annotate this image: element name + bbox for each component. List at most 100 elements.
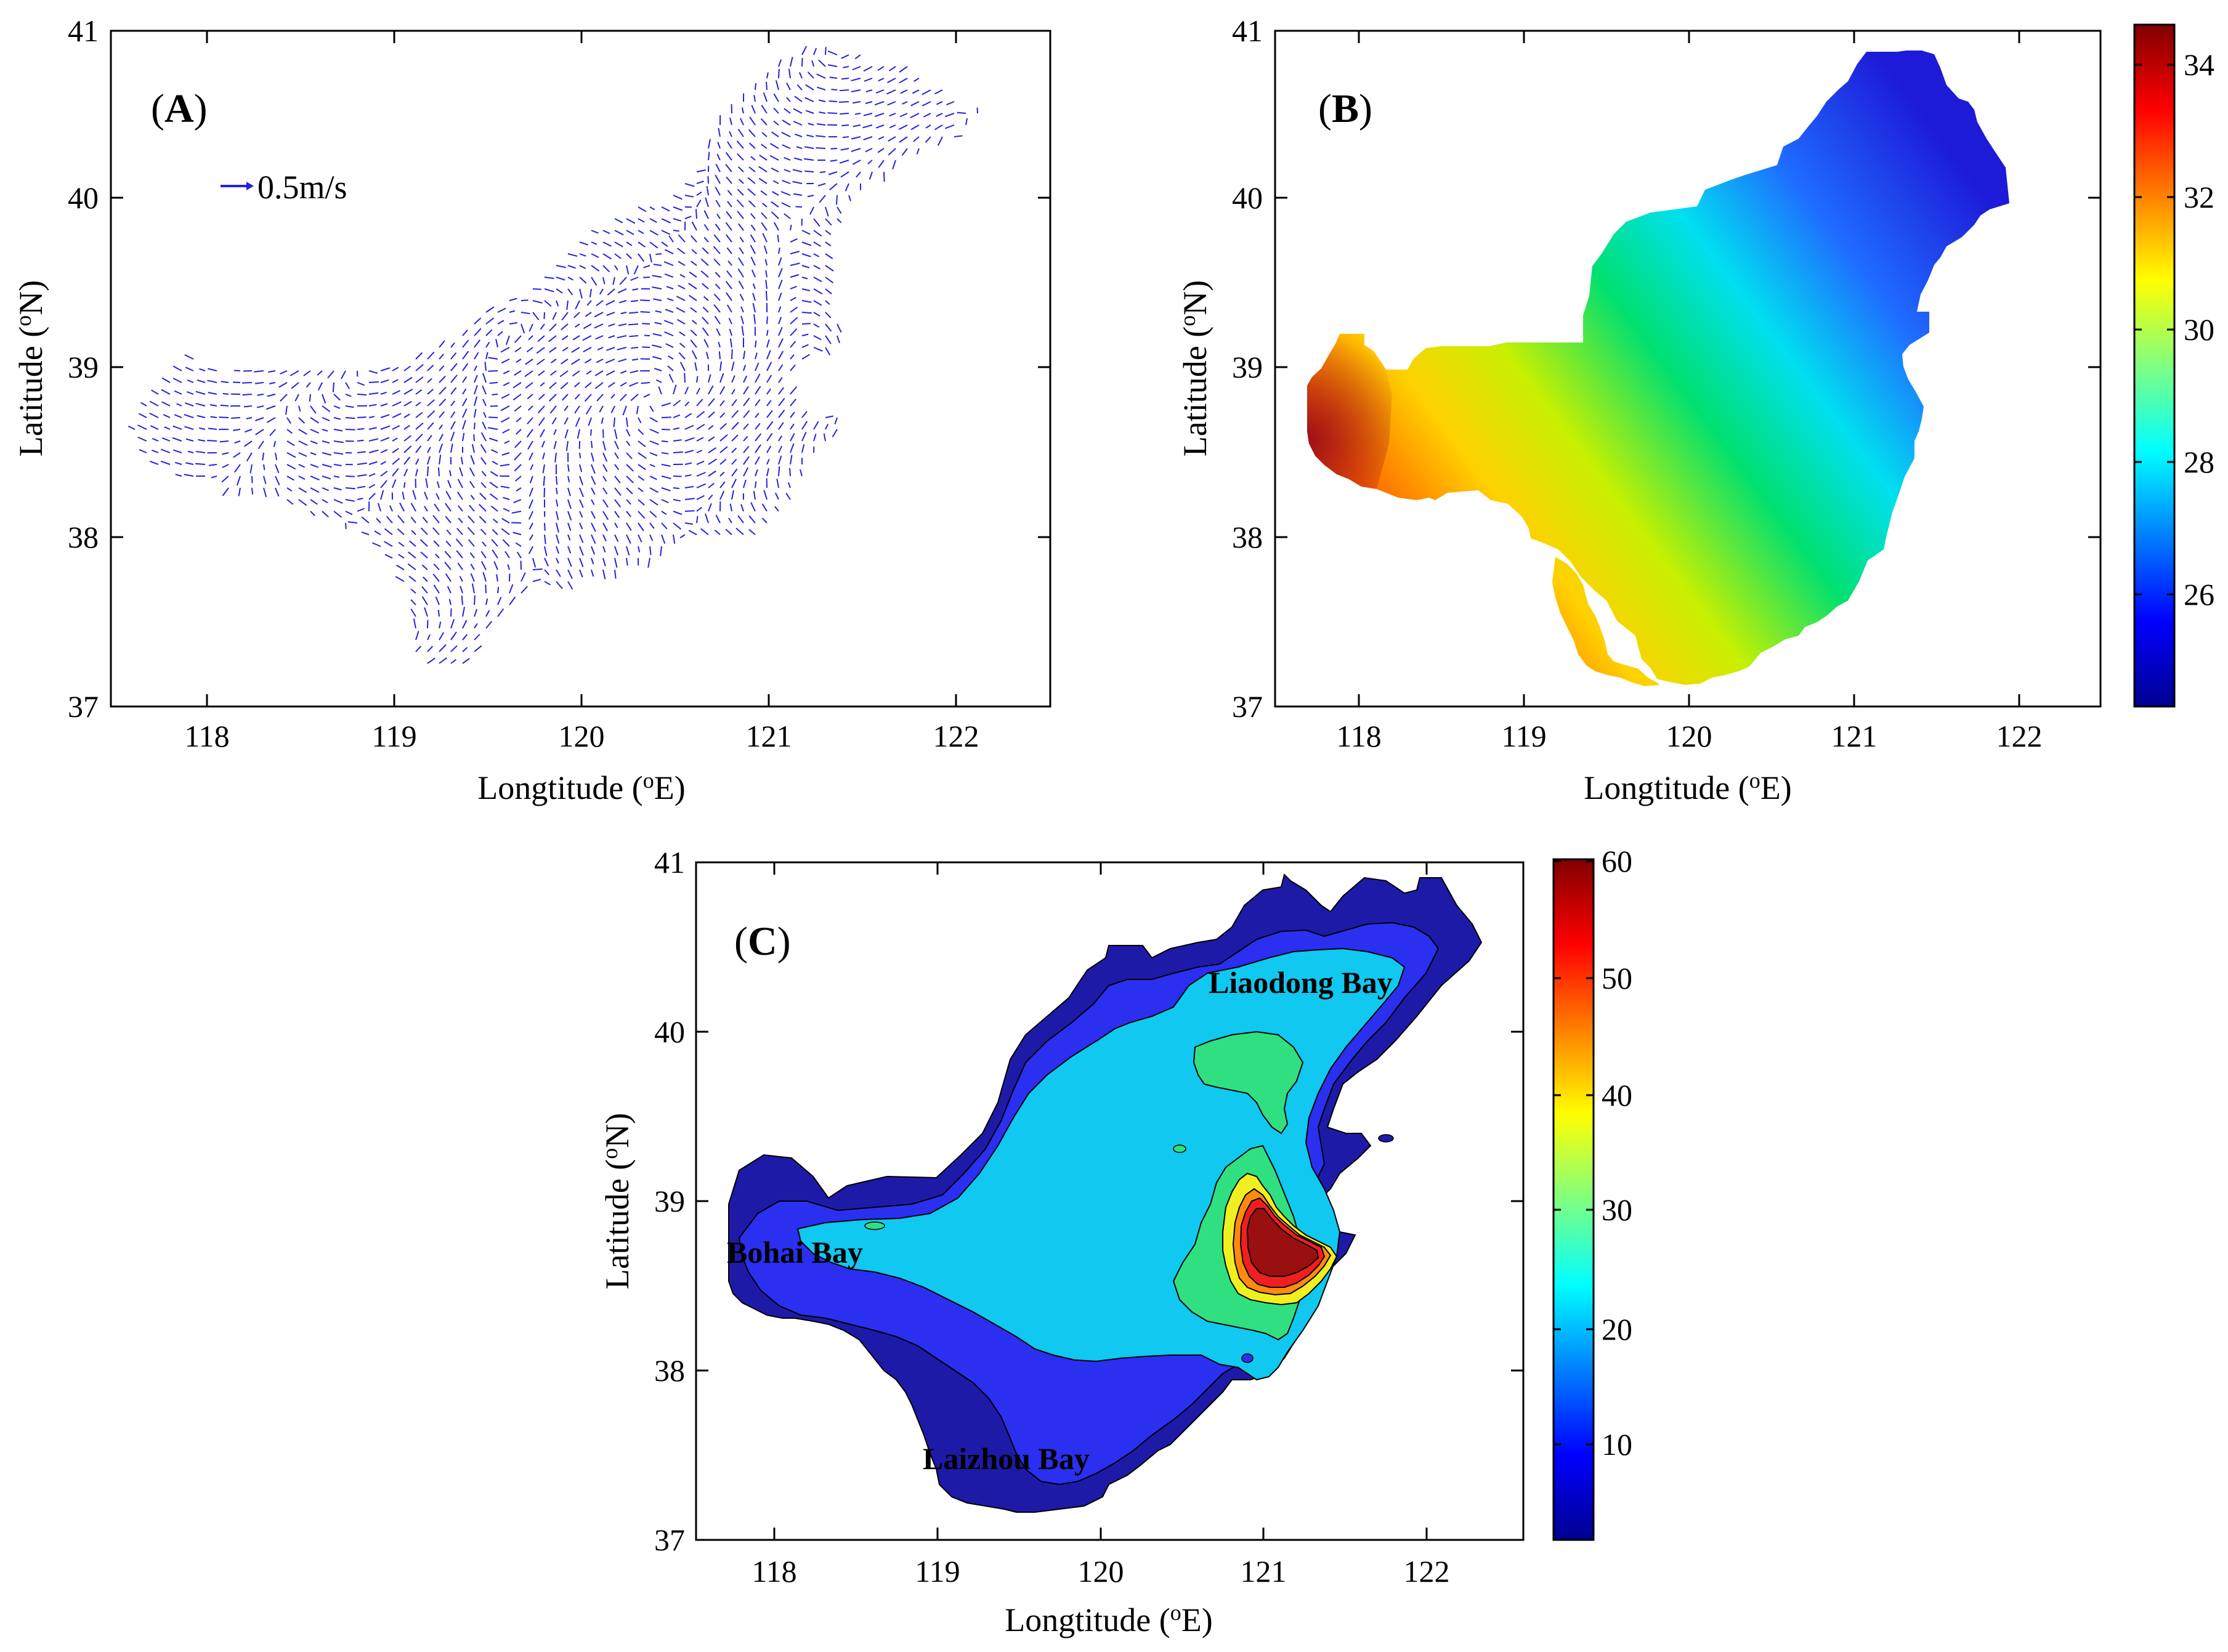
velocity-vector	[888, 148, 896, 156]
velocity-vector	[638, 464, 646, 471]
velocity-vector	[575, 323, 580, 328]
velocity-vector	[445, 503, 452, 512]
velocity-vector	[607, 288, 615, 296]
velocity-vector	[840, 148, 849, 151]
velocity-vector	[492, 460, 498, 465]
velocity-vector	[695, 209, 697, 219]
velocity-vector	[628, 312, 639, 314]
velocity-vector	[474, 609, 478, 617]
velocity-vector	[403, 388, 413, 395]
velocity-vector	[549, 394, 557, 402]
velocity-vector	[878, 78, 885, 82]
velocity-vector	[696, 191, 702, 196]
velocity-vector	[286, 440, 295, 447]
velocity-vector	[778, 409, 785, 418]
velocity-vector	[684, 373, 686, 383]
velocity-vector	[715, 272, 721, 278]
velocity-vector	[552, 312, 557, 320]
velocity-vector	[614, 253, 622, 259]
velocity-vector	[410, 503, 416, 512]
velocity-vector	[843, 66, 849, 68]
velocity-vector	[743, 410, 750, 418]
velocity-vector	[445, 516, 452, 524]
velocity-vector	[729, 131, 732, 137]
velocity-vector	[865, 148, 873, 153]
velocity-vector	[863, 66, 873, 72]
velocity-vector	[761, 132, 768, 137]
velocity-vector	[286, 499, 294, 505]
velocity-vector	[415, 422, 424, 430]
velocity-vector	[439, 386, 447, 395]
velocity-vector	[556, 534, 560, 544]
velocity-vector	[925, 124, 931, 129]
velocity-vector	[219, 440, 229, 443]
velocity-vector	[398, 554, 405, 559]
velocity-vector	[688, 530, 697, 535]
velocity-vector	[450, 631, 457, 641]
velocity-vector	[368, 473, 376, 477]
velocity-vector	[668, 235, 674, 243]
velocity-vector	[614, 429, 618, 439]
velocity-vector	[567, 499, 572, 509]
velocity-vector	[140, 402, 147, 407]
velocity-vector	[447, 480, 452, 488]
velocity-vector	[741, 107, 744, 114]
velocity-vector	[769, 143, 779, 149]
velocity-vector	[571, 358, 580, 365]
velocity-vector	[529, 487, 533, 497]
velocity-vector	[626, 440, 631, 447]
velocity-vector	[471, 443, 475, 453]
velocity-vector	[408, 551, 416, 559]
velocity-vector	[899, 78, 908, 84]
velocity-vector	[392, 366, 399, 371]
velocity-vector	[322, 417, 330, 421]
velocity-vector	[208, 427, 217, 430]
velocity-vector	[760, 118, 768, 126]
velocity-vector	[461, 595, 463, 605]
velocity-vector	[542, 464, 545, 474]
velocity-vector	[286, 452, 296, 458]
velocity-vector	[763, 245, 768, 254]
x-axis-label: Longtitude (oE)	[1584, 768, 1791, 806]
velocity-vector	[450, 421, 456, 430]
velocity-vector	[889, 113, 896, 117]
velocity-vector	[936, 101, 943, 105]
velocity-vector	[755, 83, 757, 91]
velocity-vector	[549, 382, 557, 389]
velocity-vector	[608, 323, 615, 327]
velocity-vector	[679, 534, 686, 538]
velocity-vector	[392, 401, 402, 407]
velocity-vector	[415, 389, 423, 395]
velocity-vector	[456, 550, 463, 559]
velocity-vector	[450, 363, 458, 371]
velocity-vector	[805, 84, 814, 91]
velocity-vector	[796, 146, 803, 149]
velocity-vector	[830, 160, 838, 162]
velocity-vector	[368, 403, 377, 407]
velocity-vector	[457, 562, 463, 570]
velocity-vector	[684, 522, 694, 525]
velocity-vector	[439, 657, 448, 664]
y-tick-label: 40	[68, 180, 99, 215]
velocity-vector	[626, 429, 631, 437]
velocity-vector	[222, 487, 229, 496]
velocity-vector	[664, 331, 674, 336]
velocity-vector	[684, 424, 694, 430]
velocity-vector	[423, 576, 428, 582]
velocity-vector	[597, 347, 604, 350]
velocity-vector	[399, 502, 405, 512]
velocity-vector	[298, 464, 306, 468]
velocity-vector	[728, 318, 732, 325]
velocity-vector	[397, 528, 405, 535]
velocity-vector	[825, 47, 827, 55]
velocity-vector	[696, 424, 705, 430]
velocity-vector	[420, 527, 428, 535]
velocity-vector	[719, 446, 728, 453]
velocity-vector	[816, 123, 826, 126]
velocity-vector	[538, 417, 545, 426]
velocity-vector	[790, 399, 796, 407]
velocity-vector	[851, 78, 861, 82]
velocity-vector	[298, 417, 306, 424]
velocity-vector	[766, 421, 774, 430]
velocity-vector	[556, 476, 558, 485]
